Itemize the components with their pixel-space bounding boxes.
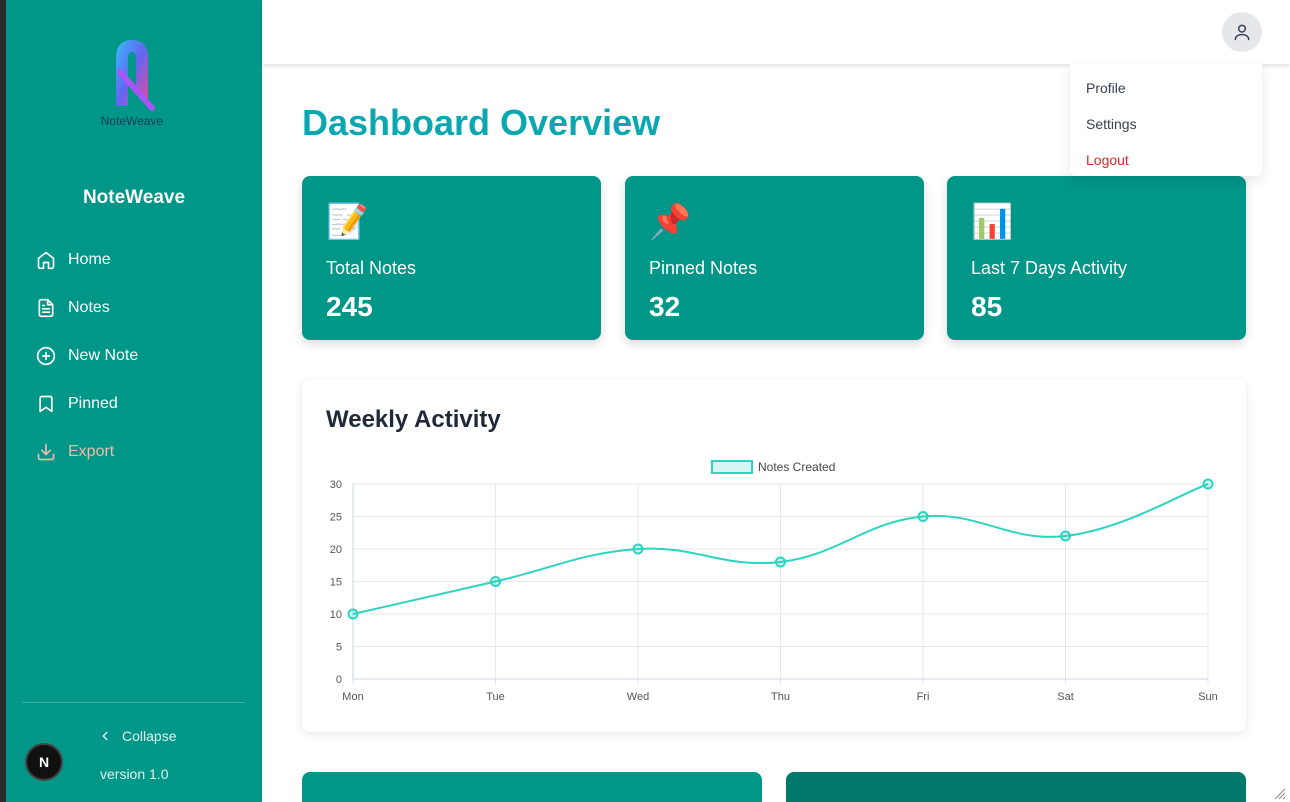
user-menu-dropdown: Profile Settings Logout bbox=[1070, 64, 1262, 176]
y-tick-label: 5 bbox=[336, 642, 342, 654]
sidebar-item-notes[interactable]: Notes bbox=[36, 284, 138, 332]
page-title: Dashboard Overview bbox=[302, 102, 661, 143]
top-bar bbox=[262, 0, 1290, 64]
chart-title: Weekly Activity bbox=[326, 406, 501, 433]
app-name: NoteWeave bbox=[82, 187, 186, 208]
user-icon bbox=[1234, 24, 1250, 41]
sidebar: NoteWeave NoteWeave Home Notes New Note … bbox=[6, 0, 262, 802]
y-tick-label: 10 bbox=[330, 609, 342, 621]
sidebar-item-label: Pinned bbox=[68, 395, 118, 412]
legend-label: Notes Created bbox=[758, 460, 835, 474]
window-edge bbox=[0, 0, 6, 802]
sidebar-item-label: Notes bbox=[68, 299, 110, 316]
data-point bbox=[1202, 478, 1214, 490]
series-line-notes-created bbox=[352, 483, 1209, 615]
plus-circle-icon bbox=[36, 346, 56, 366]
collapse-label: Collapse bbox=[122, 728, 177, 744]
weekly-activity-chart-card: Weekly Activity 0 5 10 15 20 25 30 Mon Tue Wed Thu… bbox=[302, 380, 1246, 732]
sidebar-item-new-note[interactable]: New Note bbox=[36, 332, 138, 380]
y-tick-label: 20 bbox=[330, 544, 342, 556]
sidebar-item-export[interactable]: Export bbox=[36, 428, 138, 476]
stat-label: Pinned Notes bbox=[649, 258, 758, 278]
y-tick-label: 30 bbox=[330, 479, 342, 491]
sidebar-item-pinned[interactable]: Pinned bbox=[36, 380, 138, 428]
x-tick-label: Thu bbox=[771, 691, 790, 703]
data-point bbox=[347, 608, 359, 620]
menu-item-profile[interactable]: Profile bbox=[1086, 80, 1126, 96]
data-point bbox=[917, 511, 929, 522]
file-text-icon bbox=[38, 298, 54, 318]
chevron-left-icon bbox=[102, 731, 108, 741]
x-tick-label: Fri bbox=[917, 691, 930, 703]
user-avatar-button[interactable] bbox=[1222, 12, 1262, 52]
version-label: version 1.0 bbox=[100, 766, 169, 782]
menu-item-settings[interactable]: Settings bbox=[1086, 116, 1137, 132]
sidebar-divider bbox=[22, 702, 245, 703]
menu-item-logout[interactable]: Logout bbox=[1086, 152, 1129, 168]
sidebar-nav: Home Notes New Note Pinned Export bbox=[36, 236, 138, 476]
stat-value: 85 bbox=[971, 291, 1003, 322]
logo-text: NoteWeave bbox=[100, 114, 164, 128]
y-tick-label: 0 bbox=[336, 674, 342, 686]
sidebar-item-label: Export bbox=[68, 443, 115, 460]
stat-label: Last 7 Days Activity bbox=[971, 258, 1128, 278]
stat-value: 32 bbox=[649, 291, 681, 322]
stat-card-pinned-notes: 📌 Pinned Notes 32 bbox=[625, 176, 924, 340]
sidebar-item-home[interactable]: Home bbox=[36, 236, 138, 284]
legend-swatch bbox=[711, 460, 753, 474]
data-point bbox=[775, 556, 786, 568]
x-tick-label: Wed bbox=[627, 691, 649, 703]
home-icon bbox=[37, 251, 55, 270]
bottom-card-right bbox=[786, 772, 1246, 802]
data-point bbox=[1060, 530, 1071, 542]
sidebar-item-label: Home bbox=[68, 251, 111, 268]
y-tick-label: 25 bbox=[330, 512, 342, 524]
x-tick-label: Sun bbox=[1198, 691, 1218, 703]
x-tick-label: Sat bbox=[1057, 691, 1074, 703]
sidebar-item-label: New Note bbox=[68, 347, 139, 364]
stat-value: 245 bbox=[326, 291, 373, 322]
stat-card-total-notes: 📝 Total Notes 245 bbox=[302, 176, 601, 340]
x-tick-label: Mon bbox=[342, 691, 363, 703]
bar-chart-icon: 📊 bbox=[971, 203, 1014, 241]
data-point bbox=[632, 543, 644, 555]
stat-card-weekly-activity: 📊 Last 7 Days Activity 85 bbox=[947, 176, 1246, 340]
weekly-activity-chart: 0 5 10 15 20 25 30 Mon Tue Wed Thu Fri Sat Sun Notes C… bbox=[330, 460, 1218, 703]
bookmark-icon bbox=[39, 395, 53, 413]
app-logo: NoteWeave bbox=[94, 36, 170, 132]
pushpin-icon: 📌 bbox=[649, 203, 692, 241]
collapse-button[interactable]: Collapse bbox=[98, 728, 176, 744]
y-tick-label: 15 bbox=[330, 577, 342, 589]
download-icon bbox=[37, 443, 55, 461]
next-dev-badge[interactable]: N bbox=[25, 743, 63, 781]
resize-grip-icon[interactable] bbox=[1272, 786, 1286, 800]
stat-label: Total Notes bbox=[326, 258, 417, 278]
x-tick-label: Tue bbox=[486, 691, 505, 703]
bottom-card-left bbox=[302, 772, 762, 802]
memo-icon: 📝 bbox=[326, 203, 369, 241]
data-point bbox=[490, 576, 501, 587]
